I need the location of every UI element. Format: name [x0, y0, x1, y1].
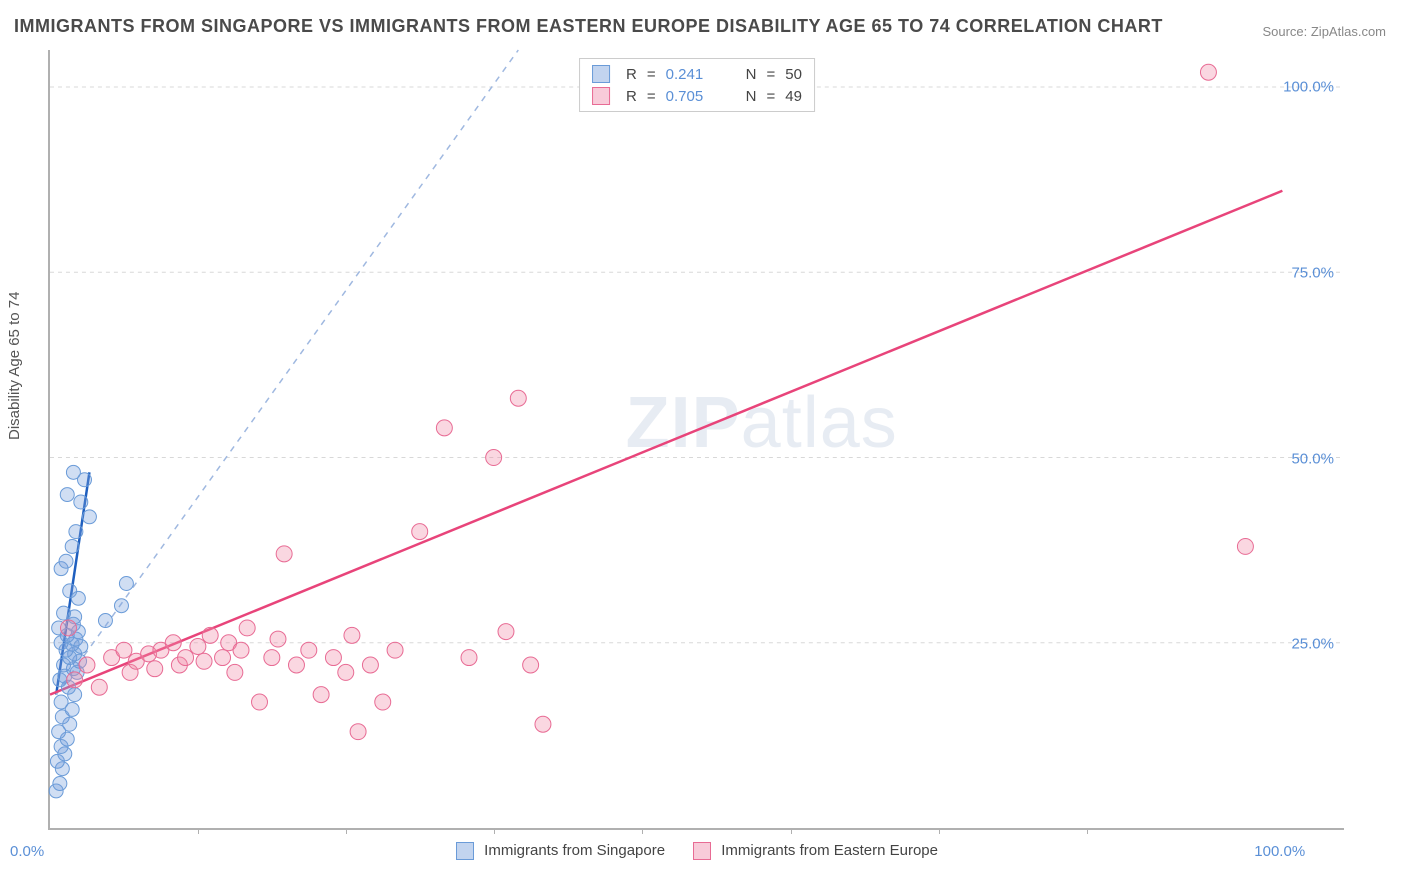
source-attribution: Source: ZipAtlas.com — [1262, 24, 1386, 39]
r-label: R — [626, 66, 637, 83]
x-tick — [791, 828, 792, 834]
legend-label-pink: Immigrants from Eastern Europe — [721, 842, 938, 859]
eq-sign: = — [647, 88, 656, 105]
swatch-pink-icon — [592, 87, 610, 105]
eq-sign: = — [767, 88, 776, 105]
x-tick — [642, 828, 643, 834]
x-tick — [1087, 828, 1088, 834]
corr-row-blue: R = 0.241 N = 50 — [592, 63, 802, 85]
x-tick — [494, 828, 495, 834]
y-tick-label: 50.0% — [1291, 450, 1334, 467]
n-label: N — [746, 88, 757, 105]
corr-row-pink: R = 0.705 N = 49 — [592, 85, 802, 107]
scatter-svg — [50, 50, 1344, 828]
x-tick-label: 0.0% — [10, 843, 44, 860]
plot-area: ZIPatlas R = 0.241 N = 50 R = 0.705 N = … — [48, 50, 1344, 830]
y-axis-label: Disability Age 65 to 74 — [6, 292, 23, 440]
eq-sign: = — [767, 66, 776, 83]
n-value-blue: 50 — [785, 66, 802, 83]
r-label: R — [626, 88, 637, 105]
swatch-blue-icon — [456, 842, 474, 860]
legend-label-blue: Immigrants from Singapore — [484, 842, 665, 859]
x-tick — [198, 828, 199, 834]
x-tick — [346, 828, 347, 834]
correlation-legend: R = 0.241 N = 50 R = 0.705 N = 49 — [579, 58, 815, 112]
eq-sign: = — [647, 66, 656, 83]
swatch-blue-icon — [592, 65, 610, 83]
x-tick-label: 100.0% — [1254, 843, 1305, 860]
x-tick — [939, 828, 940, 834]
r-value-pink: 0.705 — [666, 88, 736, 105]
r-value-blue: 0.241 — [666, 66, 736, 83]
bottom-legend: Immigrants from Singapore Immigrants fro… — [50, 842, 1344, 860]
n-value-pink: 49 — [785, 88, 802, 105]
y-tick-label: 75.0% — [1291, 264, 1334, 281]
chart-title: IMMIGRANTS FROM SINGAPORE VS IMMIGRANTS … — [14, 16, 1163, 37]
legend-item-pink: Immigrants from Eastern Europe — [693, 842, 938, 860]
y-tick-label: 100.0% — [1283, 79, 1334, 96]
swatch-pink-icon — [693, 842, 711, 860]
y-tick-label: 25.0% — [1291, 636, 1334, 653]
n-label: N — [746, 66, 757, 83]
legend-item-blue: Immigrants from Singapore — [456, 842, 665, 860]
